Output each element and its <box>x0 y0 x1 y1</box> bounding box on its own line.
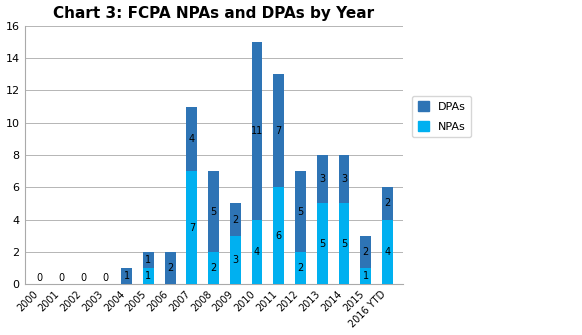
Text: 2: 2 <box>232 215 239 224</box>
Text: 3: 3 <box>319 174 325 184</box>
Text: 2: 2 <box>363 247 369 257</box>
Text: 4: 4 <box>384 247 391 257</box>
Bar <box>251 42 262 220</box>
Bar <box>121 268 132 284</box>
Bar <box>230 203 241 236</box>
Text: 0: 0 <box>80 273 86 283</box>
Bar <box>360 268 371 284</box>
Text: 2: 2 <box>384 198 391 208</box>
Bar <box>143 268 154 284</box>
Bar <box>165 252 176 284</box>
Bar <box>186 171 197 284</box>
Bar <box>295 171 306 252</box>
Bar <box>382 187 393 220</box>
Bar <box>382 220 393 284</box>
Title: Chart 3: FCPA NPAs and DPAs by Year: Chart 3: FCPA NPAs and DPAs by Year <box>53 6 374 20</box>
Bar <box>317 155 328 203</box>
Legend: DPAs, NPAs: DPAs, NPAs <box>412 95 471 137</box>
Text: 0: 0 <box>58 273 65 283</box>
Text: 5: 5 <box>297 207 304 216</box>
Text: 2: 2 <box>211 263 217 273</box>
Text: 1: 1 <box>146 271 151 281</box>
Bar <box>274 74 284 187</box>
Bar <box>208 252 219 284</box>
Text: 4: 4 <box>254 247 260 257</box>
Text: 7: 7 <box>189 223 195 233</box>
Text: 7: 7 <box>276 126 282 136</box>
Bar <box>295 252 306 284</box>
Text: 1: 1 <box>123 271 130 281</box>
Text: 3: 3 <box>232 255 239 265</box>
Text: 0: 0 <box>37 273 43 283</box>
Text: 6: 6 <box>276 231 282 241</box>
Text: 2: 2 <box>297 263 304 273</box>
Bar <box>317 203 328 284</box>
Text: 1: 1 <box>363 271 369 281</box>
Bar <box>360 236 371 268</box>
Bar <box>339 203 349 284</box>
Text: 0: 0 <box>102 273 108 283</box>
Bar <box>230 236 241 284</box>
Bar <box>251 220 262 284</box>
Text: 2: 2 <box>167 263 173 273</box>
Text: 3: 3 <box>341 174 347 184</box>
Bar <box>208 171 219 252</box>
Bar <box>274 187 284 284</box>
Text: 4: 4 <box>189 134 195 144</box>
Bar <box>186 107 197 171</box>
Text: 1: 1 <box>146 255 151 265</box>
Text: 5: 5 <box>211 207 217 216</box>
Text: 11: 11 <box>251 126 263 136</box>
Text: 5: 5 <box>341 239 347 249</box>
Bar <box>143 252 154 268</box>
Text: 5: 5 <box>319 239 325 249</box>
Bar <box>339 155 349 203</box>
